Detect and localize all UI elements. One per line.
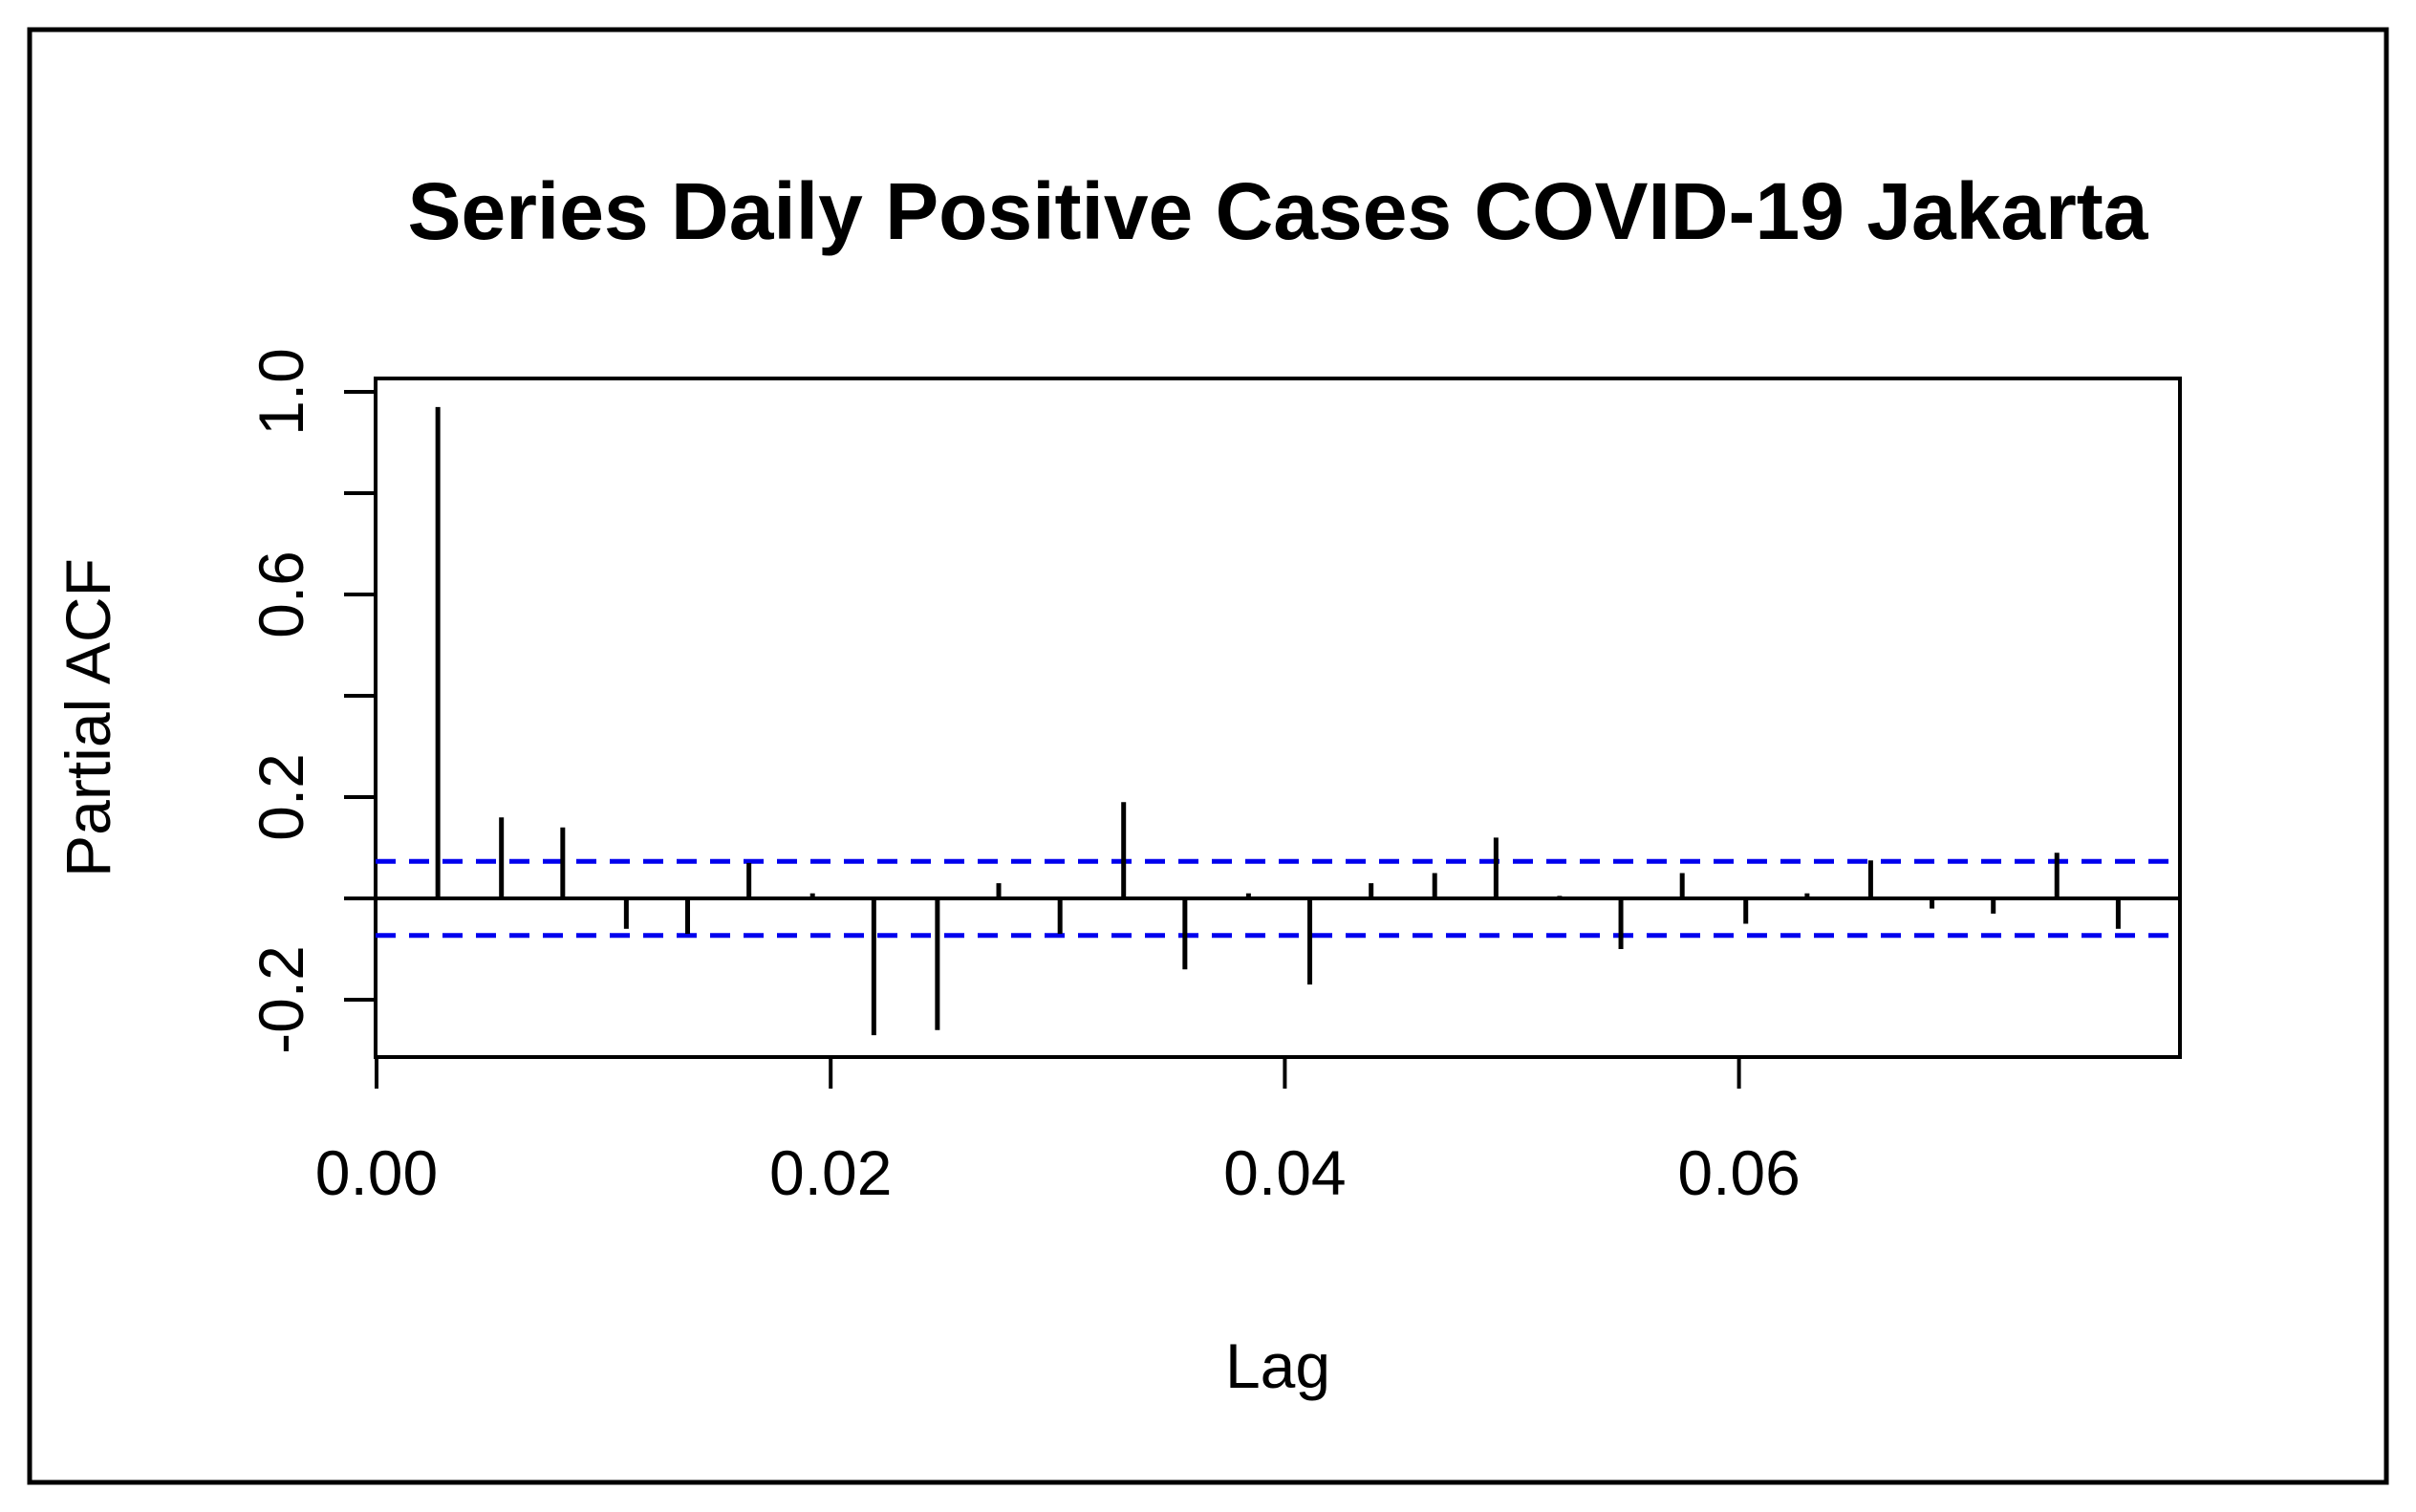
- y-tick-label: 1.0: [246, 348, 316, 436]
- y-axis-ticks: -0.2 0.2 0.6 1.0: [246, 348, 376, 1054]
- x-axis-label: Lag: [1225, 1330, 1330, 1401]
- y-tick-label: -0.2: [246, 945, 316, 1054]
- pacf-spikes: [435, 406, 2121, 1036]
- x-tick-label: 0.02: [769, 1137, 892, 1208]
- chart-title: Series Daily Positive Cases COVID-19 Jak…: [407, 166, 2148, 256]
- y-tick-label: 0.6: [246, 551, 316, 638]
- x-tick-label: 0.04: [1223, 1137, 1346, 1208]
- plot-box: [374, 377, 2182, 1059]
- y-axis-label: Partial ACF: [53, 558, 123, 877]
- x-tick-label: 0.00: [315, 1137, 438, 1208]
- figure-border: [27, 27, 2389, 1485]
- x-tick-label: 0.06: [1677, 1137, 1800, 1208]
- y-tick-label: 0.2: [246, 753, 316, 841]
- x-axis-ticks: 0.00 0.02 0.04 0.06: [315, 1057, 1801, 1208]
